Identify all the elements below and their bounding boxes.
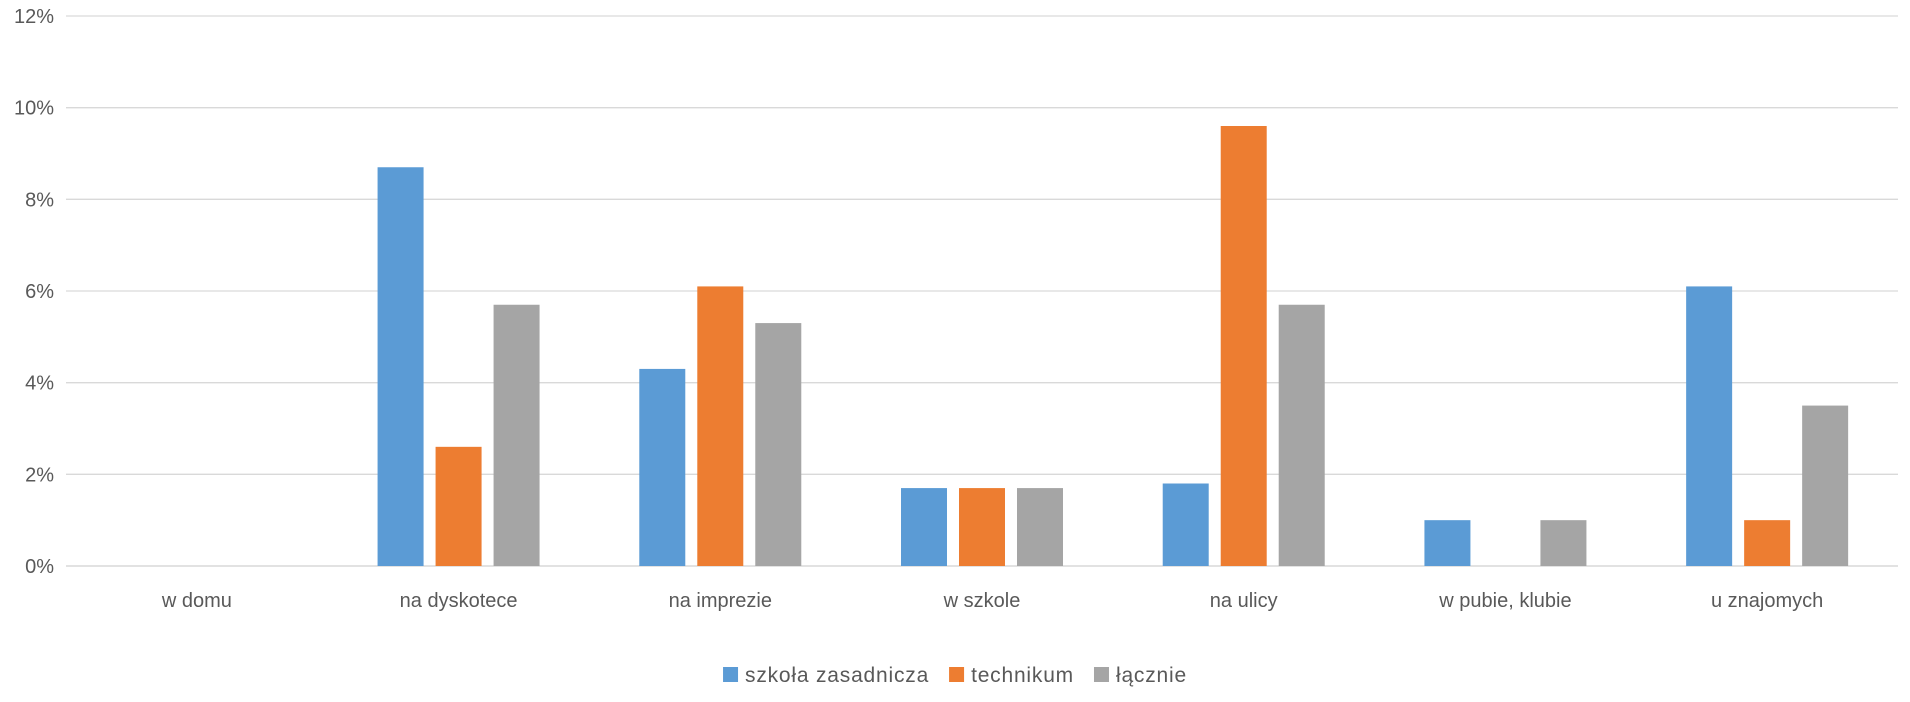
bar: [1162, 483, 1209, 566]
gridlines: [66, 15, 1898, 567]
bar: [1802, 405, 1849, 566]
bar: [1424, 520, 1471, 566]
y-axis-ticks: 0% 2% 4% 6% 8% 10% 12%: [14, 6, 54, 578]
y-tick-label: 0%: [25, 556, 54, 578]
y-tick-label: 10%: [14, 98, 54, 120]
bar: [493, 304, 540, 566]
y-tick-label: 6%: [25, 281, 54, 303]
bars: [377, 126, 1849, 566]
x-tick-label: w domu: [161, 590, 232, 612]
legend-label: szkoła zasadnicza: [745, 664, 929, 687]
bar: [1220, 126, 1267, 566]
y-tick-label: 2%: [25, 464, 54, 486]
legend-swatch: [1093, 667, 1109, 682]
x-axis-ticks: w domu na dyskotece na imprezie w szkole na …: [161, 590, 1823, 612]
legend: szkoła zasadnicza technikum łącznie: [723, 664, 1187, 687]
x-tick-label: na ulicy: [1210, 590, 1278, 612]
y-tick-label: 12%: [14, 6, 54, 28]
bar: [1744, 520, 1791, 566]
y-tick-label: 8%: [25, 189, 54, 211]
legend-label: łącznie: [1116, 664, 1187, 687]
bar: [377, 167, 424, 566]
bar: [959, 488, 1005, 566]
bar: [639, 368, 686, 566]
y-tick-label: 4%: [25, 373, 54, 395]
bar: [1017, 488, 1063, 566]
x-tick-label: w pubie, klubie: [1438, 590, 1571, 612]
bar: [1540, 520, 1587, 566]
legend-label: technikum: [971, 664, 1074, 687]
legend-swatch: [949, 667, 965, 682]
x-tick-label: w szkole: [943, 590, 1021, 612]
bar: [435, 446, 482, 566]
x-tick-label: na dyskotece: [400, 590, 518, 612]
bar: [755, 323, 802, 566]
x-tick-label: u znajomych: [1711, 590, 1823, 612]
bar: [901, 488, 947, 566]
bar: [1686, 286, 1733, 566]
bar: [697, 286, 744, 566]
bar: [1278, 304, 1325, 566]
x-tick-label: na imprezie: [669, 590, 772, 612]
legend-swatch: [723, 667, 739, 682]
